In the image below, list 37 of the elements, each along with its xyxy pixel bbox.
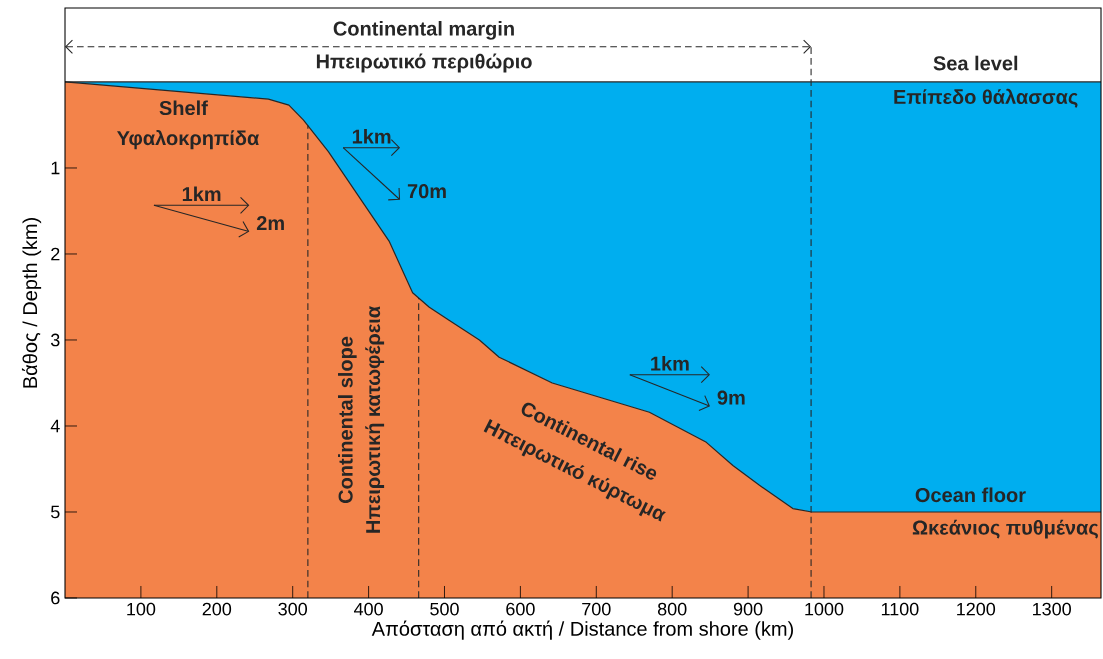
annotation: 1km <box>651 355 689 371</box>
annotation: 1km <box>352 128 391 144</box>
y-tick-label: 3 <box>50 333 60 347</box>
annotation: Continental margin <box>333 21 514 40</box>
annotation: Ocean floor <box>915 487 1026 503</box>
x-tick-label: 1200 <box>957 602 996 616</box>
annotation: 9m <box>717 390 745 405</box>
x-tick-label: 400 <box>354 602 383 616</box>
y-tick-label: 4 <box>50 419 60 433</box>
annotation: Ηπειρωτικό περιθώριο <box>316 53 532 73</box>
annotation: Shelf <box>159 100 208 116</box>
annotation: 70m <box>407 184 446 199</box>
y-tick-label: 1 <box>51 161 60 175</box>
x-tick-label: 1300 <box>1033 602 1071 616</box>
x-tick-label: 700 <box>582 602 611 616</box>
annotation: Επίπεδο θάλασσας <box>894 88 1078 108</box>
annotation: Ηπειρωτική κατωφέρεια <box>365 306 385 533</box>
x-tick-label: 1100 <box>881 602 919 616</box>
x-tick-label: 600 <box>506 602 535 616</box>
annotation: Υφαλοκρηπίδα <box>117 130 260 150</box>
annotation: 2m <box>256 216 284 230</box>
x-axis-title: Απόσταση από ακτή / Distance from shore (km) <box>371 620 793 640</box>
annotation: Sea level <box>933 55 1018 71</box>
annotation: 1km <box>182 186 221 202</box>
y-axis-title: Βάθος / Depth (km) <box>21 218 42 388</box>
x-tick-label: 500 <box>430 602 459 616</box>
x-tick-label: 300 <box>278 602 307 616</box>
x-tick-label: 900 <box>733 602 763 616</box>
x-tick-label: 100 <box>127 602 156 616</box>
y-tick-label: 6 <box>51 591 60 605</box>
annotation: Ωκεάνιος πυθμένας <box>912 519 1098 539</box>
x-tick-label: 1000 <box>805 602 844 616</box>
x-tick-label: 800 <box>657 602 687 616</box>
annotation: Continental slope <box>338 336 357 504</box>
y-tick-label: 5 <box>51 505 60 519</box>
y-tick-label: 2 <box>51 247 60 261</box>
x-tick-label: 200 <box>202 602 232 616</box>
